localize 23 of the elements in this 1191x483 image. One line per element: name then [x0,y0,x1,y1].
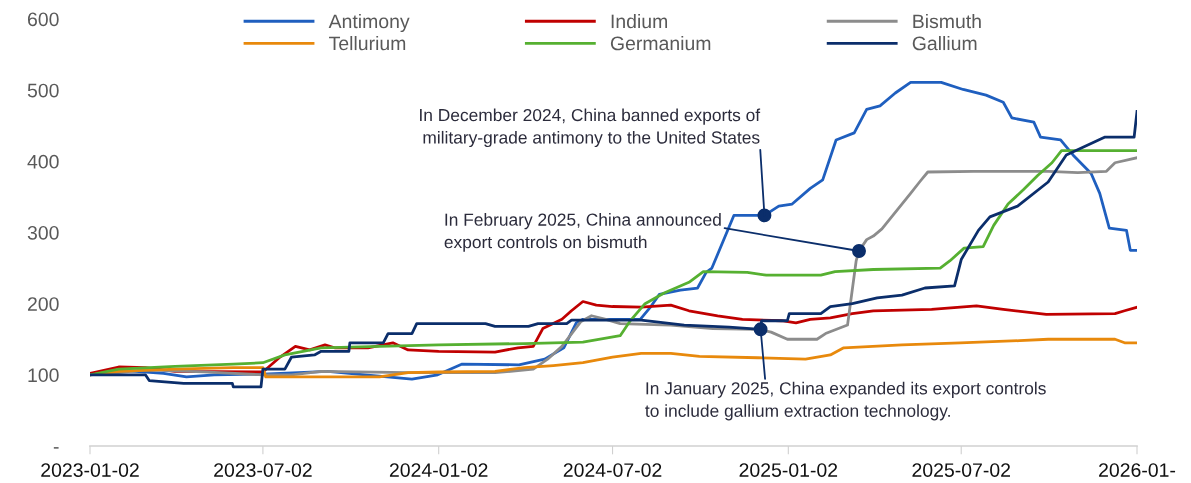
x-tick-label: 2024-07-02 [563,463,662,477]
legend-label: Bismuth [913,13,981,29]
annotation: In January 2025, China expanded its export controls to include gallium extraction technology. [645,381,1046,421]
legend-label: Germanium [610,35,711,51]
x-tick-label: 2026-01- [1099,463,1176,477]
y-tick-label: 400 [27,154,59,169]
y-tick-label: 100 [28,368,59,383]
x-tick-label: 2025-01-02 [739,463,838,477]
legend-label: Tellurium [329,35,406,51]
x-tick-label: 2023-07-02 [214,463,312,477]
legend-label: Indium [611,13,668,29]
x-tick-label: 2024-01-02 [389,463,488,477]
x-tick-label: 2023-01-02 [41,463,139,477]
legend-label: Gallium [912,35,977,51]
y-tick-label: - [53,447,59,449]
annotation: In February 2025, China announced export controls on bismuth [444,213,721,252]
y-tick-label: 600 [27,12,59,27]
y-tick-label: 200 [27,297,59,311]
x-tick-label: 2025-07-02 [912,463,1010,477]
legend-label: Antimony [328,13,410,33]
annotation: In December 2024, China banned exports of military-grade antimony to the United States [420,108,761,148]
y-tick-label: 300 [27,225,59,240]
y-tick-label: 500 [27,83,59,98]
